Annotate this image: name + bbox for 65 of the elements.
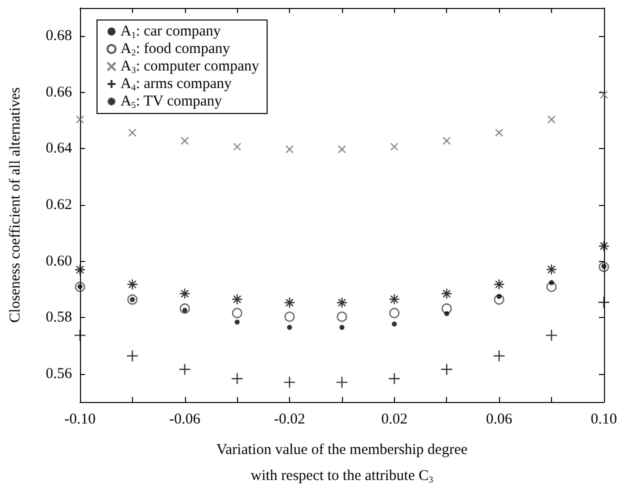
point bbox=[127, 294, 138, 305]
point bbox=[545, 329, 558, 342]
x-tick-label: -0.06 bbox=[169, 412, 201, 428]
point bbox=[441, 288, 452, 300]
point bbox=[284, 312, 295, 322]
point bbox=[74, 282, 86, 292]
point bbox=[336, 376, 348, 388]
point bbox=[74, 329, 86, 342]
point bbox=[440, 363, 453, 376]
point bbox=[126, 278, 138, 290]
y-tick-label: 0.68 bbox=[46, 28, 72, 44]
point bbox=[388, 372, 400, 385]
y-tick-label: 0.64 bbox=[46, 140, 72, 157]
y-tick-label: 0.60 bbox=[46, 253, 72, 270]
point bbox=[74, 264, 86, 276]
point bbox=[178, 363, 191, 376]
point bbox=[180, 303, 190, 314]
x-tick-label: -0.10 bbox=[64, 412, 96, 428]
point bbox=[339, 324, 344, 330]
point bbox=[392, 322, 397, 327]
point bbox=[493, 350, 506, 362]
point bbox=[234, 320, 240, 325]
point bbox=[548, 280, 554, 286]
point bbox=[442, 136, 451, 145]
point bbox=[285, 145, 294, 154]
y-tick-label: 0.58 bbox=[46, 310, 72, 326]
point bbox=[287, 324, 292, 330]
point bbox=[546, 282, 557, 292]
point bbox=[547, 115, 556, 124]
point bbox=[179, 288, 190, 300]
point bbox=[336, 297, 348, 308]
point bbox=[180, 136, 189, 145]
point bbox=[546, 264, 558, 276]
point bbox=[598, 296, 610, 308]
point bbox=[389, 308, 400, 318]
point bbox=[336, 312, 348, 322]
point bbox=[128, 128, 136, 137]
point bbox=[76, 115, 84, 124]
x-tick-label: -0.02 bbox=[274, 412, 306, 428]
point bbox=[233, 142, 242, 151]
point bbox=[338, 145, 346, 154]
point bbox=[284, 297, 296, 308]
point bbox=[388, 294, 400, 305]
point bbox=[231, 372, 244, 385]
point bbox=[494, 278, 505, 290]
point bbox=[496, 294, 502, 299]
x-tick-label: 0.10 bbox=[590, 412, 617, 428]
point bbox=[494, 294, 504, 305]
x-tick-label: 0.02 bbox=[381, 412, 408, 428]
point bbox=[126, 350, 138, 362]
point bbox=[598, 262, 609, 272]
point bbox=[598, 240, 610, 252]
point bbox=[390, 142, 398, 151]
point bbox=[283, 376, 296, 388]
point bbox=[600, 90, 608, 99]
y-tick-label: 0.56 bbox=[46, 366, 72, 382]
point bbox=[442, 303, 452, 314]
y-tick-label: 0.66 bbox=[46, 84, 72, 100]
point bbox=[495, 128, 504, 137]
x-tick-label: 0.06 bbox=[486, 412, 513, 428]
y-axis-title: Closeness coefficient of all alternatives bbox=[8, 87, 24, 323]
point bbox=[232, 294, 243, 305]
y-tick-label: 0.62 bbox=[46, 197, 72, 213]
point bbox=[444, 311, 450, 316]
point bbox=[232, 308, 242, 318]
